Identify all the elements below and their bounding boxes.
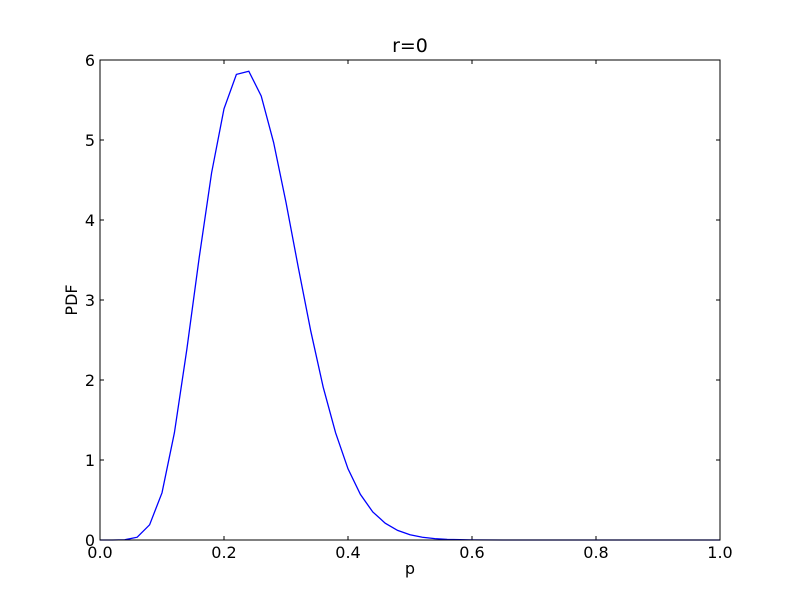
y-tick-label: 2 <box>85 371 95 390</box>
y-axis-label: PDF <box>62 284 81 315</box>
tick-labels: 0.0 0.2 0.4 0.6 0.8 1.0 0 1 2 3 4 5 6 <box>85 51 733 562</box>
x-tick-label: 0.4 <box>335 543 360 562</box>
x-axis-label: p <box>405 559 415 578</box>
x-tick-label: 0.6 <box>459 543 484 562</box>
y-tick-label: 0 <box>85 531 95 550</box>
series-line <box>100 70 720 541</box>
plot-frame <box>99 59 721 541</box>
x-tick-label: 0.0 <box>87 543 112 562</box>
x-tick-label: 1.0 <box>707 543 732 562</box>
y-tick-label: 5 <box>85 131 95 150</box>
y-tick-label: 6 <box>85 51 95 70</box>
y-tick-label: 1 <box>85 451 95 470</box>
chart-title: r=0 <box>392 35 428 57</box>
x-tick-label: 0.2 <box>211 543 236 562</box>
y-tick-label: 4 <box>85 211 95 230</box>
y-tick-label: 3 <box>85 291 95 310</box>
x-tick-label: 0.8 <box>583 543 608 562</box>
